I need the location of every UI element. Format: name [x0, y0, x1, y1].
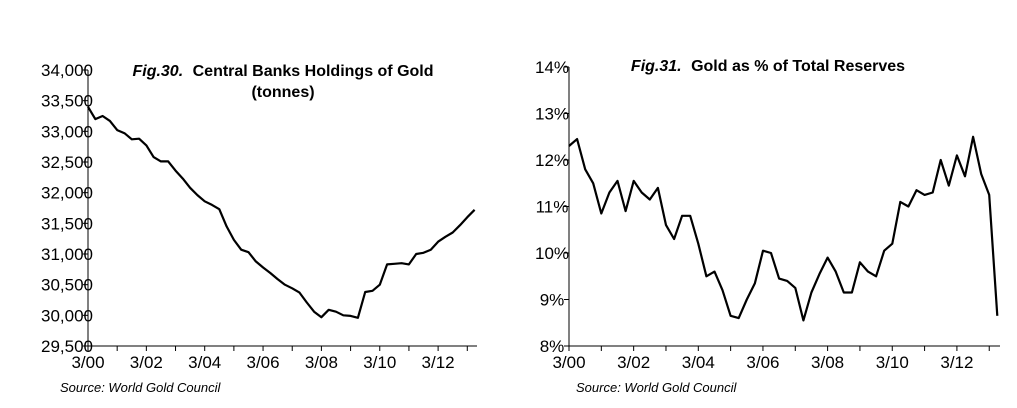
x-tick-label: 3/02: [130, 353, 163, 372]
x-tick-label: 3/08: [811, 353, 844, 372]
y-tick-label: 34,000: [41, 61, 93, 80]
source-note: Source: World Gold Council: [60, 380, 222, 395]
y-tick-label: 29,500: [41, 337, 93, 356]
chart-title: Fig.30. Central Banks Holdings of Gold: [132, 63, 433, 80]
figure-number: Fig.30.: [132, 63, 183, 80]
y-tick-label: 9%: [540, 291, 565, 310]
y-tick-label: 31,500: [41, 214, 93, 233]
gold-share-of-reserves-chart: Fig.31. Gold as % of Total Reserves 8% 9%…: [535, 58, 1000, 395]
series-line: [87, 106, 476, 319]
title-text: Gold as % of Total Reserves: [691, 58, 905, 75]
y-tick-label: 32,000: [41, 184, 93, 203]
x-tick-label: 3/12: [940, 353, 973, 372]
x-tick-label: 3/10: [876, 353, 909, 372]
x-tick-label: 3/00: [71, 353, 104, 372]
y-tick-label: 10%: [535, 244, 569, 263]
chart-title-units: (tonnes): [251, 84, 314, 101]
chart-title: Fig.31. Gold as % of Total Reserves: [631, 58, 905, 75]
y-tick-label: 14%: [535, 58, 569, 77]
y-tick-label: 11%: [536, 198, 569, 217]
central-bank-gold-holdings-chart: Fig.30. Central Banks Holdings of Gold (…: [41, 61, 477, 395]
y-tick-label: 31,000: [41, 245, 93, 264]
figure-number: Fig.31.: [631, 58, 682, 75]
x-tick-label: 3/10: [363, 353, 396, 372]
x-tick-label: 3/04: [188, 353, 221, 372]
y-tick-label: 33,500: [41, 92, 93, 111]
y-tick-label: 30,500: [41, 276, 93, 295]
x-tick-label: 3/08: [305, 353, 338, 372]
y-tick-label: 32,500: [41, 153, 93, 172]
x-tick-label: 3/12: [422, 353, 455, 372]
y-tick-label: 13%: [535, 105, 569, 124]
source-note: Source: World Gold Council: [576, 380, 738, 395]
x-tick-label: 3/00: [552, 353, 585, 372]
y-tick-label: 12%: [535, 151, 569, 170]
y-tick-label: 33,000: [41, 122, 93, 141]
series-line: [568, 135, 999, 322]
x-tick-label: 3/02: [617, 353, 650, 372]
title-text: Central Banks Holdings of Gold: [193, 63, 434, 80]
y-tick-label: 8%: [540, 337, 565, 356]
y-tick-label: 30,000: [41, 306, 93, 325]
x-tick-label: 3/06: [746, 353, 779, 372]
x-tick-label: 3/06: [247, 353, 280, 372]
x-tick-label: 3/04: [682, 353, 715, 372]
